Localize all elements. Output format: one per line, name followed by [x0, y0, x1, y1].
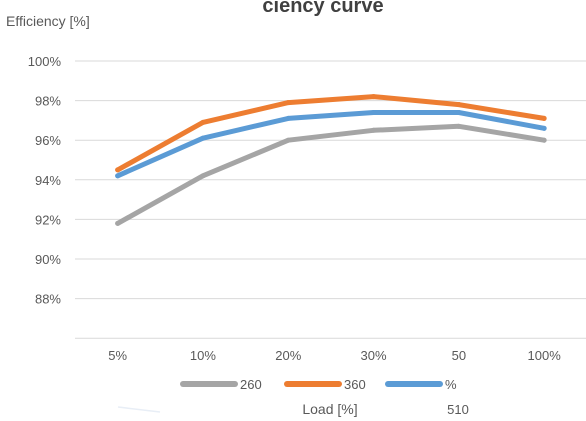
y-tick-label: 96% [35, 133, 61, 148]
legend-label: 260 [240, 377, 262, 392]
data-point [285, 100, 291, 106]
x-tick-label: 10% [190, 348, 216, 363]
series-line [115, 123, 547, 226]
data-point [115, 173, 121, 179]
data-point [115, 220, 121, 226]
data-point [541, 125, 547, 131]
y-tick-label: 98% [35, 94, 61, 109]
data-point [200, 119, 206, 125]
x-tick-label: 50 [452, 348, 466, 363]
data-point [371, 94, 377, 100]
data-point [200, 173, 206, 179]
x-tick-label: 100% [528, 348, 562, 363]
data-point [541, 115, 547, 121]
x-tick-label: 30% [361, 348, 387, 363]
legend-label: 360 [344, 377, 366, 392]
y-tick-label: 94% [35, 173, 61, 188]
extra-label: 510 [447, 402, 469, 417]
x-axis-title: Load [%] [302, 401, 357, 417]
x-tick-label: 20% [275, 348, 301, 363]
data-point [200, 135, 206, 141]
data-point [115, 167, 121, 173]
legend: 260 360% [180, 377, 457, 392]
y-axis-ticks: 100% 98% 96% 94% 92% 90% 88% [28, 54, 62, 307]
data-point [541, 137, 547, 143]
y-tick-label: 88% [35, 292, 61, 307]
series-line [115, 110, 547, 179]
y-tick-label: 92% [35, 212, 61, 227]
x-axis-ticks: 5% 10% 20% 30% 50 100% [108, 348, 561, 363]
y-axis-title: Efficiency [%] [6, 13, 90, 29]
data-point [371, 127, 377, 133]
chart-title: ciency curve [262, 0, 383, 17]
x-tick-label: 5% [108, 348, 127, 363]
y-tick-label: 90% [35, 252, 61, 267]
data-point [371, 109, 377, 115]
data-point [285, 137, 291, 143]
data-point [285, 115, 291, 121]
series-lines [115, 94, 547, 226]
data-point [456, 123, 462, 129]
y-tick-label: 100% [28, 54, 62, 69]
data-point [456, 109, 462, 115]
legend-label: % [445, 377, 457, 392]
data-point [456, 102, 462, 108]
faint-artifact [117, 406, 161, 413]
gridlines [75, 60, 586, 339]
series-line [115, 94, 547, 173]
